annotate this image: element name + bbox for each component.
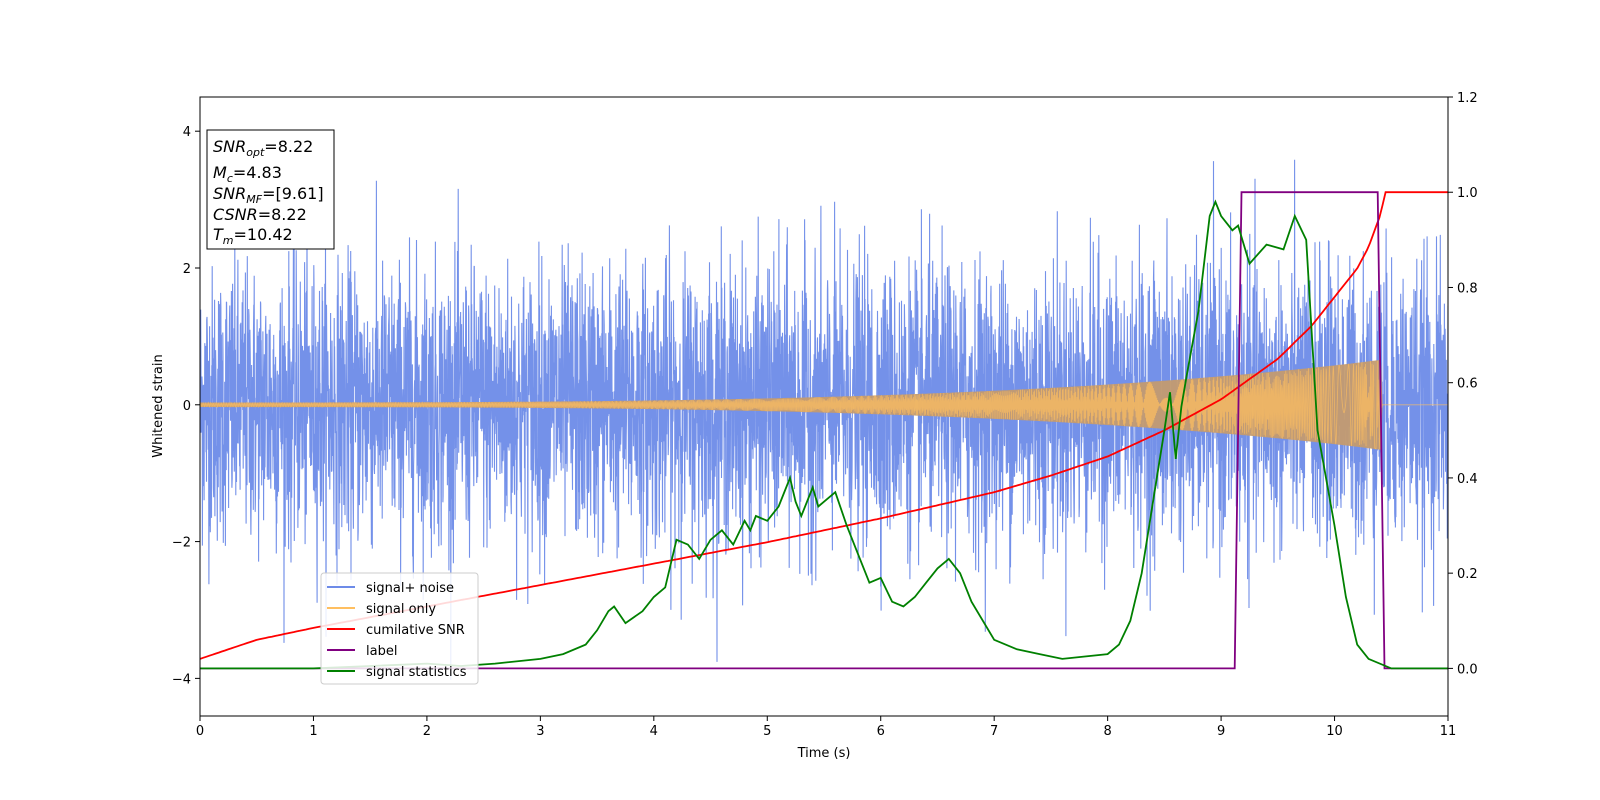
info-snr-mf-sub: MF — [246, 193, 262, 206]
info-snr-mf: SNRMF=[9.61] — [213, 184, 324, 206]
info-snr-mf-value: =[9.61] — [262, 184, 324, 203]
y-right-tick-label: 0.2 — [1457, 567, 1478, 582]
info-snr-opt-value: =8.22 — [264, 137, 313, 156]
info-csnr-base: CSNR — [213, 205, 258, 224]
info-mc: Mc=4.83 — [213, 163, 282, 185]
legend-label: cumilative SNR — [366, 623, 465, 638]
x-tick-label: 5 — [763, 724, 771, 739]
x-tick-label: 2 — [423, 724, 431, 739]
info-csnr-value: =8.22 — [258, 205, 307, 224]
x-tick-label: 3 — [536, 724, 544, 739]
x-tick-label: 4 — [650, 724, 658, 739]
info-snr-opt-base: SNR — [213, 137, 246, 156]
legend-label: signal only — [366, 602, 436, 617]
y-right-tick-label: 0.0 — [1457, 662, 1478, 677]
info-snr-opt: SNRopt=8.22 — [213, 137, 313, 159]
y-left-tick-label: 4 — [183, 125, 191, 140]
series-signal-only — [200, 359, 1448, 450]
legend-label: signal+ noise — [366, 581, 454, 596]
x-tick-label: 6 — [877, 724, 885, 739]
info-mc-base: M — [213, 163, 227, 182]
info-tm-sub: m — [223, 234, 234, 247]
info-box: SNRopt=8.22 Mc=4.83 SNRMF=[9.61] CSNR=8.… — [206, 129, 335, 250]
legend-frame — [320, 572, 479, 685]
info-mc-value: =4.83 — [233, 163, 282, 182]
y-right-tick-label: 0.4 — [1457, 472, 1478, 487]
y-left-tick-label: −4 — [172, 672, 191, 687]
info-tm-base: T — [213, 225, 224, 244]
y-right-tick-label: 1.2 — [1457, 91, 1478, 106]
info-snr-opt-sub: opt — [246, 146, 265, 159]
axes-frame — [199, 96, 1449, 717]
y-axis-right: 1.2 1.0 0.8 0.6 0.4 0.2 0.0 — [1448, 91, 1478, 677]
x-tick-label: 10 — [1326, 724, 1343, 739]
info-box-frame — [206, 129, 335, 250]
x-tick-label: 11 — [1440, 724, 1457, 739]
x-axis: 0 1 2 3 4 5 6 7 8 9 10 11 — [196, 716, 1456, 739]
x-tick-label: 0 — [196, 724, 204, 739]
x-tick-label: 1 — [309, 724, 317, 739]
y-left-tick-label: 0 — [183, 399, 191, 414]
x-tick-label: 7 — [990, 724, 998, 739]
x-tick-label: 8 — [1103, 724, 1111, 739]
signal-statistics-line — [200, 199, 1448, 670]
y-axis-left: 4 2 0 −2 −4 — [172, 125, 200, 687]
info-tm-value: =10.42 — [234, 225, 293, 244]
y-left-tick-label: −2 — [172, 536, 191, 551]
y-left-tick-label: 2 — [183, 262, 191, 277]
legend-label: signal statistics — [366, 665, 467, 680]
info-snr-mf-base: SNR — [213, 184, 246, 203]
x-axis-label: Time (s) — [797, 746, 851, 761]
y-right-tick-label: 1.0 — [1457, 186, 1478, 201]
y-right-tick-label: 0.8 — [1457, 281, 1478, 296]
info-csnr: CSNR=8.22 — [213, 205, 307, 224]
signal-only-line — [200, 360, 1448, 450]
y-right-tick-label: 0.6 — [1457, 377, 1478, 392]
legend: signal+ noise signal only cumilative SNR la… — [320, 572, 479, 685]
y-axis-label: Whitened strain — [151, 354, 166, 457]
info-mc-sub: c — [227, 172, 233, 185]
info-tm: Tm=10.42 — [213, 225, 293, 247]
legend-label: label — [366, 644, 397, 659]
x-tick-label: 9 — [1217, 724, 1225, 739]
